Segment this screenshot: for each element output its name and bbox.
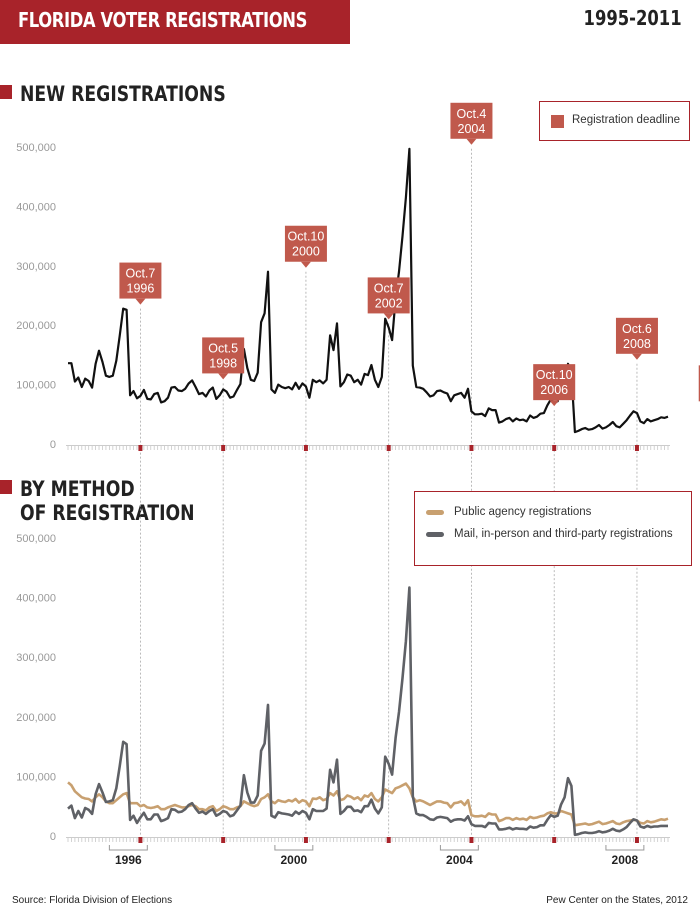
deadline-callout-box [119, 262, 162, 299]
x-tick-label: 2000 [281, 853, 308, 867]
mail-line-icon [426, 532, 444, 537]
section-title-line2: OF REGISTRATION [20, 501, 195, 525]
y-tick-label: 500,000 [16, 142, 56, 154]
deadline-marker [303, 837, 308, 843]
deadline-marker [634, 837, 639, 843]
deadline-callout-year: 2006 [540, 383, 568, 397]
legend-deadline-label: Registration deadline [572, 114, 681, 126]
deadline-marker [138, 445, 143, 451]
x-tick-label: 1996 [115, 853, 142, 867]
deadline-callout-box [367, 277, 410, 314]
deadline-callout-date: Oct.7 [125, 267, 155, 281]
y-tick-label: 400,000 [16, 201, 56, 213]
deadline-callout-date: Oct.10 [536, 368, 573, 382]
legend-methods: Public agency registrations Mail, in-per… [414, 491, 692, 566]
credit-note: Pew Center on the States, 2012 [546, 895, 688, 906]
deadline-callout-box [698, 365, 700, 402]
x-tick-label: 2004 [446, 853, 473, 867]
deadline-callout-date: Oct.5 [208, 341, 238, 355]
deadline-callout-year: 2000 [292, 245, 320, 259]
legend-public-label: Public agency registrations [454, 506, 592, 518]
section-marker-icon [0, 85, 12, 99]
y-tick-label: 300,000 [16, 261, 56, 273]
legend-deadline: Registration deadline [539, 101, 690, 141]
deadline-callout-year: 2008 [623, 337, 651, 351]
year-range: 1995-2011 [583, 6, 682, 30]
y-tick-label: 0 [50, 831, 56, 843]
deadline-callout-pointer [135, 298, 146, 305]
page-title: FLORIDA VOTER REGISTRATIONS [18, 8, 307, 32]
deadline-callout-year: 1996 [127, 282, 155, 296]
section-title-line1: BY METHOD [20, 477, 135, 501]
deadline-callout-date: Oct.7 [374, 281, 404, 295]
deadline-callout-box [533, 364, 576, 401]
deadline-marker [303, 445, 308, 451]
legend-mail-label: Mail, in-person and third-party registra… [454, 528, 673, 540]
section-marker-icon [0, 480, 12, 494]
deadline-marker [386, 445, 391, 451]
source-note: Source: Florida Division of Elections [12, 895, 173, 906]
deadline-marker [138, 837, 143, 843]
deadline-callout-box [615, 317, 658, 354]
deadline-callout-pointer [631, 353, 642, 360]
y-tick-label: 400,000 [16, 593, 56, 605]
y-tick-label: 200,000 [16, 712, 56, 724]
y-tick-label: 500,000 [16, 533, 56, 545]
deadline-callout-date: Oct.4 [457, 107, 487, 121]
mail-inperson-line [67, 586, 668, 837]
deadline-callout-pointer [383, 313, 394, 320]
new-registrations-line [68, 147, 669, 434]
year-bracket [605, 845, 645, 851]
y-tick-label: 100,000 [16, 380, 56, 392]
deadline-callout-date: Oct.10 [288, 230, 325, 244]
deadline-marker [386, 837, 391, 843]
deadline-marker [552, 445, 557, 451]
deadline-callout-pointer [218, 373, 229, 380]
deadline-marker [469, 445, 474, 451]
deadline-marker [221, 445, 226, 451]
year-bracket [108, 845, 148, 851]
y-tick-label: 100,000 [16, 771, 56, 783]
deadline-callout-box [284, 225, 327, 262]
deadline-marker [469, 837, 474, 843]
y-tick-label: 0 [50, 439, 56, 451]
x-tick-label: 2008 [612, 853, 639, 867]
deadline-callout-year: 2004 [458, 122, 486, 136]
deadline-callout-year: 2002 [375, 296, 403, 310]
deadline-marker [634, 445, 639, 451]
deadline-callout-date: Oct.6 [622, 322, 652, 336]
public-agency-line [67, 781, 669, 827]
deadline-marker [221, 837, 226, 843]
deadline-marker [552, 837, 557, 843]
year-bracket [439, 845, 479, 851]
deadline-callout-box [202, 337, 245, 374]
deadline-callout-year: 1998 [209, 356, 237, 370]
y-tick-label: 200,000 [16, 320, 56, 332]
deadline-callout-pointer [549, 400, 560, 407]
deadline-callout-pointer [466, 138, 477, 145]
y-tick-label: 300,000 [16, 652, 56, 664]
deadline-callout-pointer [300, 261, 311, 268]
public-agency-line-icon [426, 510, 444, 515]
deadline-swatch-icon [551, 115, 564, 128]
year-bracket [274, 845, 314, 851]
header-banner: FLORIDA VOTER REGISTRATIONS [0, 0, 350, 44]
deadline-callout-box [450, 102, 493, 139]
